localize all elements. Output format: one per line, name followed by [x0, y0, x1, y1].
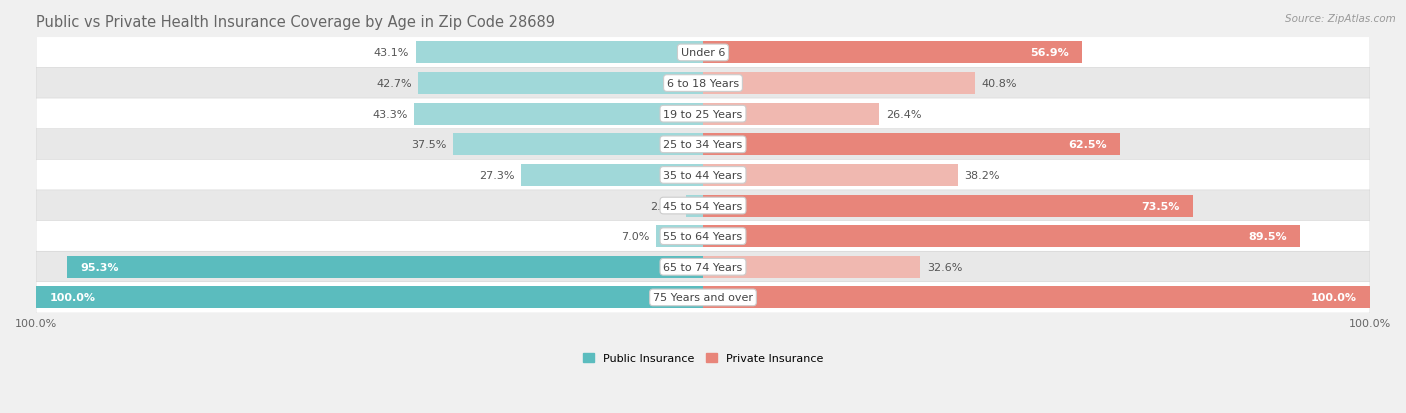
Bar	[657, 225, 703, 247]
Bar	[416, 42, 703, 64]
Text: 56.9%: 56.9%	[1031, 48, 1069, 58]
Bar	[415, 103, 703, 126]
FancyBboxPatch shape	[37, 282, 1369, 313]
Bar	[703, 134, 1119, 156]
Bar	[703, 42, 1083, 64]
Text: 35 to 44 Years: 35 to 44 Years	[664, 171, 742, 180]
Text: 32.6%: 32.6%	[927, 262, 963, 272]
Text: 26.4%: 26.4%	[886, 109, 921, 119]
Text: 25 to 34 Years: 25 to 34 Years	[664, 140, 742, 150]
Text: 65 to 74 Years: 65 to 74 Years	[664, 262, 742, 272]
Bar	[37, 287, 703, 309]
Text: 43.3%: 43.3%	[373, 109, 408, 119]
Text: 100.0%: 100.0%	[49, 293, 96, 303]
Text: 75 Years and over: 75 Years and over	[652, 293, 754, 303]
Text: 38.2%: 38.2%	[965, 171, 1000, 180]
Text: Source: ZipAtlas.com: Source: ZipAtlas.com	[1285, 14, 1396, 24]
Bar	[686, 195, 703, 217]
Text: 89.5%: 89.5%	[1249, 232, 1286, 242]
Text: 37.5%: 37.5%	[411, 140, 446, 150]
FancyBboxPatch shape	[37, 190, 1369, 222]
Bar	[67, 256, 703, 278]
Text: 43.1%: 43.1%	[374, 48, 409, 58]
Bar	[703, 103, 879, 126]
Text: 73.5%: 73.5%	[1142, 201, 1180, 211]
FancyBboxPatch shape	[37, 252, 1369, 283]
Bar	[703, 256, 921, 278]
Text: 100.0%: 100.0%	[1310, 293, 1357, 303]
FancyBboxPatch shape	[37, 68, 1369, 100]
Text: Under 6: Under 6	[681, 48, 725, 58]
Text: 6 to 18 Years: 6 to 18 Years	[666, 79, 740, 89]
Bar	[522, 164, 703, 187]
FancyBboxPatch shape	[37, 129, 1369, 161]
FancyBboxPatch shape	[37, 221, 1369, 252]
Text: Public vs Private Health Insurance Coverage by Age in Zip Code 28689: Public vs Private Health Insurance Cover…	[37, 15, 555, 30]
Bar	[703, 225, 1301, 247]
Bar	[703, 195, 1194, 217]
Text: 7.0%: 7.0%	[621, 232, 650, 242]
Text: 19 to 25 Years: 19 to 25 Years	[664, 109, 742, 119]
Legend: Public Insurance, Private Insurance: Public Insurance, Private Insurance	[579, 349, 827, 368]
Text: 40.8%: 40.8%	[981, 79, 1018, 89]
FancyBboxPatch shape	[37, 38, 1369, 69]
Text: 42.7%: 42.7%	[375, 79, 412, 89]
Text: 45 to 54 Years: 45 to 54 Years	[664, 201, 742, 211]
Text: 62.5%: 62.5%	[1067, 140, 1107, 150]
Text: 95.3%: 95.3%	[80, 262, 120, 272]
Text: 27.3%: 27.3%	[479, 171, 515, 180]
Text: 2.6%: 2.6%	[651, 201, 679, 211]
FancyBboxPatch shape	[37, 160, 1369, 191]
Bar	[418, 73, 703, 95]
FancyBboxPatch shape	[37, 99, 1369, 130]
Bar	[703, 73, 976, 95]
Bar	[703, 164, 957, 187]
Text: 55 to 64 Years: 55 to 64 Years	[664, 232, 742, 242]
Bar	[453, 134, 703, 156]
Bar	[703, 287, 1369, 309]
